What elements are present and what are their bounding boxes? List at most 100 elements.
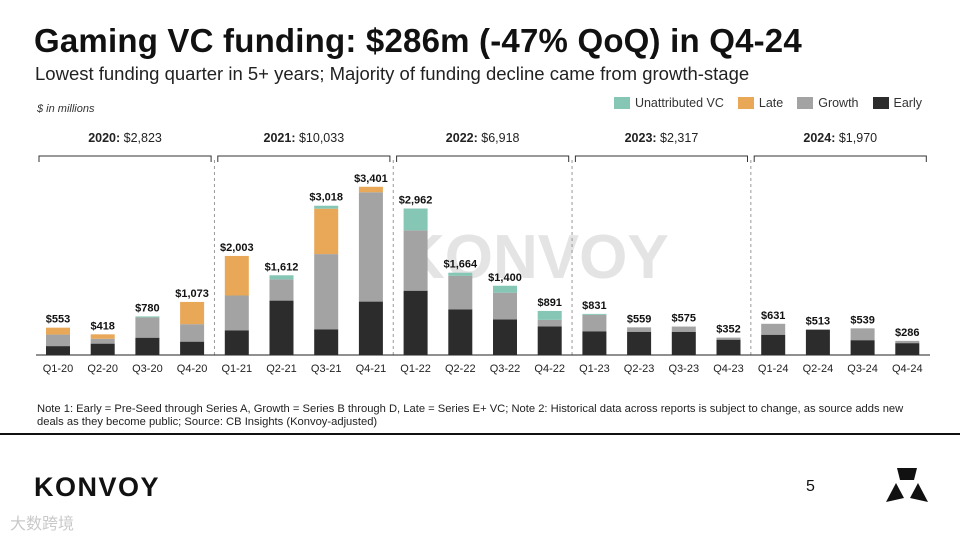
x-tick-label: Q2-24	[803, 363, 834, 375]
bar-segment-early	[135, 337, 160, 355]
bar-segment-unattributed-vc	[269, 275, 294, 280]
bar-segment-unattributed-vc	[493, 285, 517, 293]
bar-total-label: $513	[806, 316, 830, 328]
bar-segment-unattributed-vc	[314, 205, 339, 209]
x-tick-label: Q2-22	[445, 363, 476, 375]
year-total-label: 2024: $1,970	[803, 131, 877, 145]
bar-segment-growth	[46, 334, 70, 347]
page-number: 5	[806, 478, 815, 495]
bar-segment-late	[46, 327, 70, 335]
bar-segment-early	[448, 309, 473, 355]
legend-swatch	[797, 97, 814, 109]
legend-swatch	[737, 97, 754, 109]
bar-segment-early	[90, 343, 115, 355]
page-title: Gaming VC funding: $286m (-47% QoQ) in Q…	[34, 22, 802, 59]
bar-segment-growth	[358, 192, 383, 302]
x-tick-label: Q3-23	[669, 363, 700, 375]
year-bracket	[396, 155, 570, 162]
bar-segment-late	[224, 255, 249, 296]
x-tick-label: Q1-21	[222, 363, 253, 375]
bar-segment-early	[358, 301, 383, 355]
konvoy-background-watermark: KONVOY	[400, 223, 669, 292]
bar-total-label: $1,073	[175, 288, 209, 300]
bar-segment-early	[224, 330, 249, 355]
corner-watermark: 大数跨境	[10, 516, 75, 533]
bar-segment-early	[671, 331, 696, 355]
bar-segment-growth	[403, 230, 428, 291]
bar-segment-growth	[895, 340, 920, 344]
bar-segment-early	[895, 343, 920, 355]
bar-segment-growth	[850, 328, 875, 341]
x-tick-label: Q1-24	[758, 363, 789, 375]
x-tick-label: Q1-22	[400, 363, 431, 375]
legend-item-unattributed: Unattributed VC	[613, 96, 724, 110]
bar-total-label: $3,401	[354, 173, 388, 185]
bar-total-label: $575	[672, 313, 696, 325]
legend-label: Early	[893, 96, 922, 110]
x-tick-label: Q2-20	[87, 363, 118, 375]
bar-segment-growth	[448, 275, 473, 310]
bar-total-label: $1,664	[443, 259, 478, 271]
bar-segment-early	[627, 331, 652, 355]
bar-segment-early	[46, 346, 70, 355]
legend-item-late: Late	[737, 96, 784, 110]
year-total-label: 2023: $2,317	[625, 131, 699, 145]
bar-segment-early	[850, 340, 875, 355]
bar-segment-early	[180, 341, 205, 355]
footer-divider	[0, 433, 960, 435]
x-tick-label: Q2-21	[266, 363, 297, 375]
bar-total-label: $2,962	[399, 195, 433, 207]
bar-segment-growth	[537, 319, 562, 327]
year-total-label: 2021: $10,033	[264, 131, 345, 145]
bar-segment-late	[180, 301, 205, 325]
bar-total-label: $2,003	[220, 242, 254, 254]
x-tick-label: Q3-24	[847, 363, 878, 375]
bar-segment-growth	[135, 317, 160, 338]
bar-total-label: $631	[761, 310, 785, 322]
x-tick-label: Q4-23	[713, 363, 744, 375]
legend-swatch	[872, 97, 889, 109]
year-bracket	[574, 155, 748, 162]
bar-segment-early	[403, 290, 428, 355]
legend-label: Late	[758, 96, 784, 110]
x-tick-label: Q1-20	[43, 363, 74, 375]
bar-segment-unattributed-vc	[135, 316, 160, 318]
bar-total-label: $891	[537, 297, 561, 309]
bar-segment-growth	[716, 337, 741, 340]
year-bracket	[217, 155, 391, 162]
bar-segment-early	[716, 339, 741, 355]
bar-segment-early	[314, 329, 339, 355]
footnote: Note 1: Early = Pre-Seed through Series …	[37, 403, 904, 428]
chart-legend: Unattributed VC Late Growth Early	[613, 96, 922, 110]
x-tick-label: Q3-22	[490, 363, 521, 375]
legend-item-early: Early	[872, 96, 922, 110]
legend-item-growth: Growth	[797, 96, 859, 110]
bar-total-label: $559	[627, 313, 651, 325]
bar-segment-growth	[314, 254, 339, 330]
year-bracket	[753, 155, 927, 162]
bar-segment-unattributed-vc	[537, 310, 562, 320]
bar-segment-early	[269, 300, 294, 355]
legend-swatch	[613, 97, 630, 109]
bar-segment-growth	[493, 292, 517, 320]
bar-segment-growth	[627, 327, 652, 332]
x-tick-label: Q4-20	[177, 363, 208, 375]
year-bracket	[38, 155, 212, 162]
konvoy-logo: KONVOY	[34, 472, 161, 502]
bar-segment-growth	[224, 295, 249, 331]
bar-segment-late	[358, 186, 383, 193]
bar-total-label: $780	[135, 302, 159, 314]
year-total-label: 2022: $6,918	[446, 131, 520, 145]
bar-segment-early	[761, 334, 786, 355]
year-total-label: 2020: $2,823	[88, 131, 162, 145]
stacked-bar-chart: KONVOY $553 Q1-20 $418 Q2-20 $780 Q3-20 $1,073 Q…	[36, 131, 930, 375]
bar-segment-growth	[269, 279, 294, 301]
bar-segment-early	[582, 331, 607, 355]
x-tick-label: Q4-24	[892, 363, 923, 375]
bar-total-label: $1,400	[488, 272, 522, 284]
bar-segment-unattributed-vc	[448, 272, 473, 276]
bar-segment-growth	[90, 338, 115, 344]
page-subtitle: Lowest funding quarter in 5+ years; Majo…	[35, 63, 750, 84]
bar-total-label: $539	[850, 314, 874, 326]
x-tick-label: Q4-21	[356, 363, 387, 375]
